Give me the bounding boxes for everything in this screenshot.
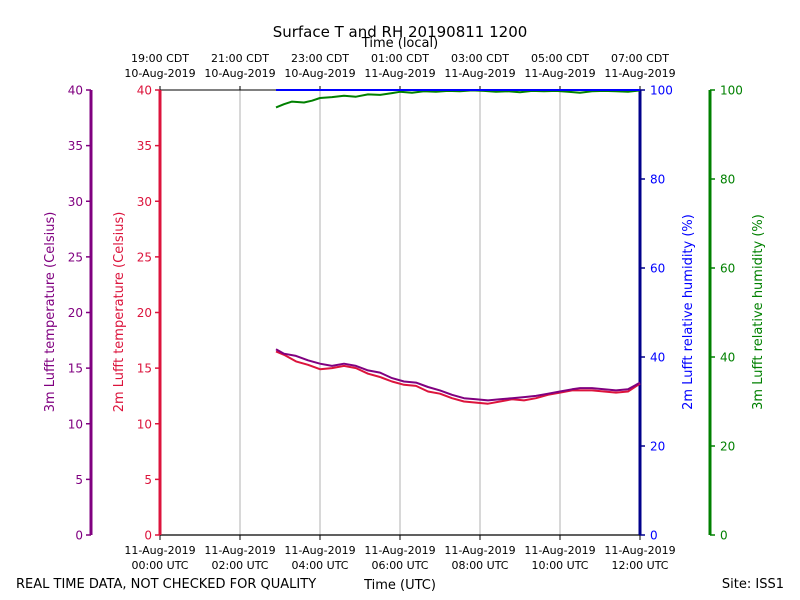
y-right-outer-tick-label: 40	[720, 351, 735, 365]
y-left-outer-tick-label: 5	[75, 473, 83, 487]
y-left-inner-tick-label: 30	[137, 195, 152, 209]
grid-lines	[239, 90, 561, 535]
x-bottom-tick-time: 00:00 UTC	[131, 559, 188, 572]
x-bottom-tick-time: 08:00 UTC	[451, 559, 508, 572]
x-bottom-tick-date: 11-Aug-2019	[364, 544, 435, 557]
y-right-outer-tick-label: 60	[720, 262, 735, 276]
x-top-tick-date: 11-Aug-2019	[364, 67, 435, 80]
x-top-tick-time: 21:00 CDT	[211, 52, 269, 65]
y-right-outer-tick-label: 0	[720, 529, 728, 543]
x-top-tick-date: 11-Aug-2019	[524, 67, 595, 80]
y-left-outer-tick-label: 30	[68, 195, 83, 209]
y-left-outer-title: 3m Lufft temperature (Celsius)	[43, 212, 58, 413]
y-right-outer-title: 3m Lufft relative humidity (%)	[751, 214, 766, 410]
y-left-inner-tick-label: 10	[137, 417, 152, 431]
y-right-inner-tick-label: 40	[650, 351, 665, 365]
x-top-tick-date: 11-Aug-2019	[604, 67, 675, 80]
y-left-inner-title: 2m Lufft temperature (Celsius)	[112, 212, 127, 413]
y-left-outer-tick-label: 35	[68, 139, 83, 153]
x-bottom-tick-date: 11-Aug-2019	[124, 544, 195, 557]
axes: 11-Aug-2019 00:00 UTC 11-Aug-2019 02:00 UTC…	[68, 52, 743, 572]
y-left-inner-tick-label: 35	[137, 139, 152, 153]
x-bottom-tick-time: 12:00 UTC	[611, 559, 668, 572]
y-left-outer-tick-label: 40	[68, 84, 83, 98]
chart-title: Surface T and RH 20190811 1200	[273, 23, 528, 41]
y-left-inner-tick-label: 20	[137, 306, 152, 320]
x-top-tick-time: 23:00 CDT	[291, 52, 349, 65]
y-left-inner-tick-label: 25	[137, 250, 152, 264]
y-left-outer-tick-label: 20	[68, 306, 83, 320]
y-right-outer-tick-label: 100	[720, 84, 743, 98]
y-right-inner-tick-label: 0	[650, 529, 658, 543]
x-bottom-tick-time: 04:00 UTC	[291, 559, 348, 572]
series-line-3m-lufft-relative-humidity	[275, 89, 641, 109]
x-top-tick-time: 07:00 CDT	[611, 52, 669, 65]
y-right-outer-tick-label: 20	[720, 440, 735, 454]
x-bottom-tick-date: 11-Aug-2019	[524, 544, 595, 557]
x-bottom-tick-date: 11-Aug-2019	[444, 544, 515, 557]
x-top-tick-time: 19:00 CDT	[131, 52, 189, 65]
x-top-tick-time: 03:00 CDT	[451, 52, 509, 65]
y-right-inner-tick-label: 20	[650, 440, 665, 454]
y-left-outer-tick-label: 10	[68, 417, 83, 431]
x-top-tick-time: 05:00 CDT	[531, 52, 589, 65]
x-top-tick-date: 11-Aug-2019	[444, 67, 515, 80]
x-bottom-tick-time: 10:00 UTC	[531, 559, 588, 572]
top-axis-title: Time (local)	[361, 36, 438, 51]
x-top-tick-time: 01:00 CDT	[371, 52, 429, 65]
y-left-inner-tick-label: 40	[137, 84, 152, 98]
x-bottom-tick-date: 11-Aug-2019	[604, 544, 675, 557]
y-left-inner-tick-label: 5	[144, 473, 152, 487]
y-right-inner-tick-label: 100	[650, 84, 673, 98]
y-right-outer-tick-label: 80	[720, 173, 735, 187]
x-bottom-tick-time: 06:00 UTC	[371, 559, 428, 572]
x-bottom-tick-date: 11-Aug-2019	[204, 544, 275, 557]
x-bottom-tick-time: 02:00 UTC	[211, 559, 268, 572]
series-group	[275, 89, 641, 405]
y-right-inner-tick-label: 60	[650, 262, 665, 276]
y-left-outer-tick-label: 0	[75, 529, 83, 543]
series-line-2m-lufft-temperature	[275, 350, 641, 405]
y-left-inner-tick-label: 15	[137, 362, 152, 376]
y-right-inner-title: 2m Lufft relative humidity (%)	[681, 214, 696, 410]
footer-quality-note: REAL TIME DATA, NOT CHECKED FOR QUALITY	[16, 577, 316, 592]
y-right-inner-tick-label: 80	[650, 173, 665, 187]
y-left-inner-tick-label: 0	[144, 529, 152, 543]
x-bottom-tick-date: 11-Aug-2019	[284, 544, 355, 557]
series-line-3m-lufft-temperature	[275, 348, 641, 402]
x-top-tick-date: 10-Aug-2019	[204, 67, 275, 80]
y-left-outer-tick-label: 25	[68, 250, 83, 264]
x-top-tick-date: 10-Aug-2019	[124, 67, 195, 80]
footer-site: Site: ISS1	[722, 577, 784, 592]
bottom-axis-title: Time (UTC)	[363, 578, 436, 593]
y-left-outer-tick-label: 15	[68, 362, 83, 376]
x-top-tick-date: 10-Aug-2019	[284, 67, 355, 80]
